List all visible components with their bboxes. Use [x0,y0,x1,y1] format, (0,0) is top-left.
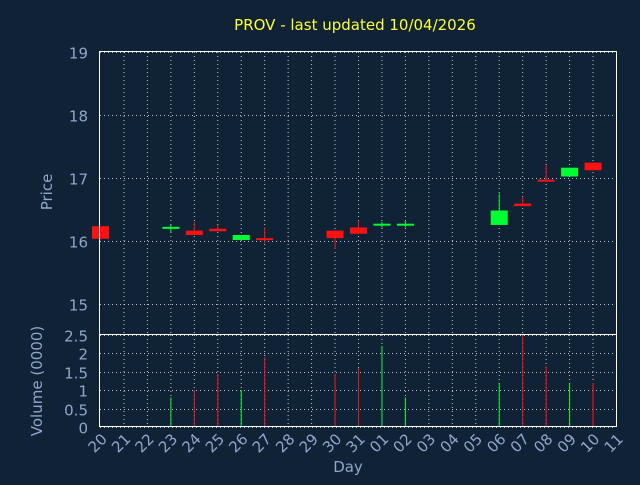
candle-27 [256,227,274,244]
candle-body [584,162,602,171]
x-axis-label: Day [333,458,363,476]
x-tick-04: 04 [436,430,462,456]
price-axis-label: Price [38,174,56,211]
candle-body [396,223,414,226]
candle-01 [373,221,391,228]
x-tick-08: 08 [530,430,556,456]
candle-31 [350,220,367,234]
volume-y-tick: 2 [78,346,88,364]
price-y-tick: 18 [69,108,88,126]
x-tick-09: 09 [554,430,580,456]
candle-02 [396,221,414,228]
x-tick-02: 02 [390,430,416,456]
x-tick-01: 01 [366,430,392,456]
x-tick-30: 30 [319,430,345,456]
candle-body [514,203,532,207]
volume-y-tick: 1.5 [64,365,88,383]
x-tick-24: 24 [178,430,204,456]
candle-body [490,210,508,225]
volume-y-tick: 0 [78,420,88,438]
candle-09 [561,167,579,177]
x-tick-11: 11 [601,430,627,456]
price-y-tick: 15 [69,297,88,315]
candle-06 [490,193,508,225]
x-tick-25: 25 [202,430,228,456]
x-tick-26: 26 [225,430,251,456]
volume-bars [170,335,594,427]
x-tick-03: 03 [413,430,439,456]
candle-20 [92,226,109,239]
volume-y-tick: 2.5 [64,328,88,346]
candle-08 [537,165,555,182]
candle-body [92,226,109,239]
price-y-tick: 16 [69,234,88,252]
x-tick-21: 21 [108,430,134,456]
candle-07 [514,196,532,207]
candle-body [350,227,367,234]
x-tick-20: 20 [85,430,111,456]
candle-23 [162,224,180,234]
candle-30 [326,230,344,249]
candle-24 [185,221,203,236]
x-tick-27: 27 [249,430,275,456]
price-y-tick: 17 [69,171,88,189]
candle-body [537,179,555,182]
x-tick-07: 07 [507,430,533,456]
x-tick-06: 06 [483,430,509,456]
candle-body [185,230,203,236]
volume-y-tick-labels: 00.511.522.5 [64,328,88,438]
candle-10 [584,162,602,171]
candlesticks [92,162,602,249]
candle-body [561,167,579,177]
candle-25 [209,224,227,232]
price-y-tick-labels: 15 16 17 18 19 [69,45,88,315]
candle-body [373,223,391,226]
x-tick-31: 31 [343,430,369,456]
candle-body [232,235,250,241]
price-grid [100,52,616,335]
candle-body [162,226,180,229]
volume-panel-frame [99,334,617,427]
chart-title: PROV - last updated 10/04/2026 [234,16,476,34]
x-tick-23: 23 [155,430,181,456]
candle-body [209,228,227,232]
x-tick-labels: 2021222324252627282930310102030405060708… [85,430,627,456]
candle-body [326,230,344,239]
volume-y-tick: 1 [78,383,88,401]
candle-body [256,238,274,241]
x-tick-05: 05 [460,430,486,456]
x-tick-22: 22 [132,430,158,456]
volume-y-tick: 0.5 [64,402,88,420]
volume-axis-label: Volume (0000) [28,326,46,436]
price-y-tick: 19 [69,45,88,63]
x-tick-29: 29 [296,430,322,456]
x-tick-10: 10 [577,430,603,456]
candle-26 [232,235,250,241]
x-tick-28: 28 [272,430,298,456]
